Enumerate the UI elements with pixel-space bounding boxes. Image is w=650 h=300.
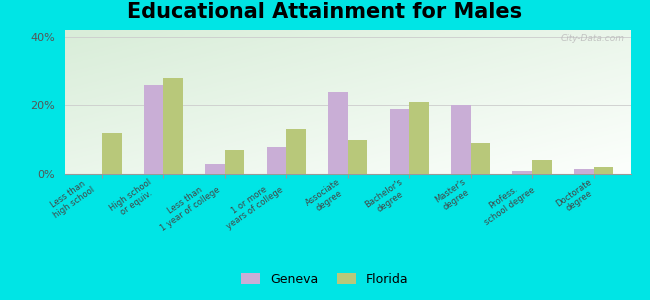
Bar xyxy=(574,169,593,174)
Bar xyxy=(163,78,183,174)
Bar xyxy=(266,147,286,174)
Bar xyxy=(532,160,552,174)
Text: Master's
degree: Master's degree xyxy=(434,177,473,213)
Legend: Geneva, Florida: Geneva, Florida xyxy=(237,268,413,291)
Bar xyxy=(286,129,306,174)
Text: 1 or more
years of college: 1 or more years of college xyxy=(219,177,285,231)
Text: Less than
1 year of college: Less than 1 year of college xyxy=(153,177,222,233)
Bar xyxy=(389,109,410,174)
Text: Doctorate
degree: Doctorate degree xyxy=(554,177,599,217)
Bar xyxy=(225,150,244,174)
Bar xyxy=(205,164,225,174)
Bar xyxy=(102,133,122,174)
Text: Educational Attainment for Males: Educational Attainment for Males xyxy=(127,2,523,22)
Bar xyxy=(593,167,614,174)
Bar xyxy=(144,85,163,174)
Bar xyxy=(451,105,471,174)
Text: High school
or equiv.: High school or equiv. xyxy=(108,177,159,221)
Bar xyxy=(471,143,490,174)
Bar xyxy=(348,140,367,174)
Text: Less than
high school: Less than high school xyxy=(46,177,96,220)
Text: Bachelor's
degree: Bachelor's degree xyxy=(363,177,411,218)
Text: City-Data.com: City-Data.com xyxy=(561,34,625,43)
Bar xyxy=(410,102,429,174)
Text: Profess.
school degree: Profess. school degree xyxy=(476,177,536,227)
Bar xyxy=(328,92,348,174)
Text: Associate
degree: Associate degree xyxy=(304,177,348,216)
Bar xyxy=(512,171,532,174)
